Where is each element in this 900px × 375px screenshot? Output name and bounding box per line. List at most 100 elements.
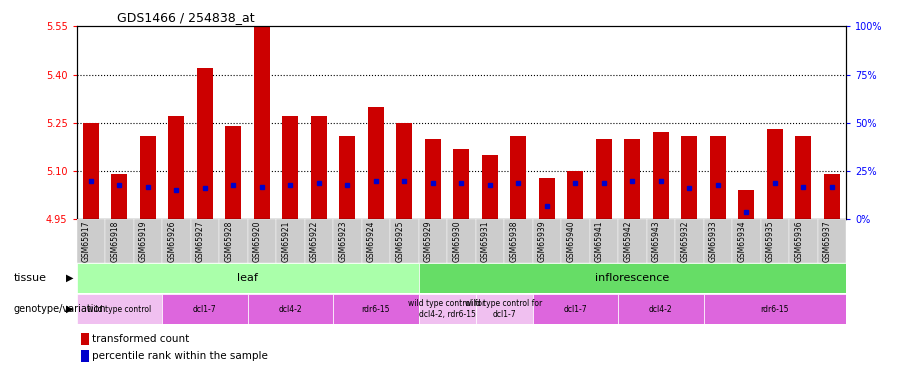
Bar (112, 174, 127, 219)
Bar (596, 139, 612, 219)
Bar (333, 219, 362, 262)
Bar (396, 123, 412, 219)
Bar (447, 219, 475, 262)
Bar (510, 136, 526, 219)
Text: transformed count: transformed count (92, 334, 190, 345)
Bar (76, 262, 418, 293)
Bar (248, 219, 276, 262)
Bar (567, 171, 583, 219)
Bar (333, 294, 418, 324)
Bar (681, 136, 698, 219)
Bar (533, 219, 561, 262)
Bar (504, 219, 533, 262)
Text: GSM65928: GSM65928 (224, 220, 233, 262)
Bar (162, 294, 248, 324)
Text: inflorescence: inflorescence (595, 273, 670, 283)
Bar (283, 116, 298, 219)
Text: GSM65924: GSM65924 (367, 220, 376, 262)
Bar (168, 116, 184, 219)
Bar (304, 219, 333, 262)
Text: GSM65937: GSM65937 (823, 220, 832, 262)
Bar (140, 136, 156, 219)
Bar (539, 177, 554, 219)
Text: dcl1-7: dcl1-7 (193, 304, 217, 313)
Text: GSM65920: GSM65920 (253, 220, 262, 262)
Bar (652, 132, 669, 219)
Text: GSM65941: GSM65941 (595, 220, 604, 262)
Text: rdr6-15: rdr6-15 (362, 304, 390, 313)
Bar (475, 219, 504, 262)
Bar (704, 294, 846, 324)
Text: leaf: leaf (237, 273, 258, 283)
Text: GSM65926: GSM65926 (167, 220, 176, 262)
Text: GSM65925: GSM65925 (395, 220, 404, 262)
Text: GSM65927: GSM65927 (196, 220, 205, 262)
Text: GSM65935: GSM65935 (766, 220, 775, 262)
Text: wild type control: wild type control (87, 304, 151, 313)
Bar (646, 219, 675, 262)
Bar (425, 139, 441, 219)
Bar (254, 26, 270, 219)
Bar (760, 219, 789, 262)
Bar (390, 219, 418, 262)
Bar (105, 219, 133, 262)
Text: GSM65921: GSM65921 (281, 220, 290, 262)
Text: GSM65919: GSM65919 (139, 220, 148, 262)
Bar (362, 219, 390, 262)
Bar (561, 219, 590, 262)
Bar (710, 136, 725, 219)
Text: dcl1-7: dcl1-7 (563, 304, 587, 313)
Text: GSM65934: GSM65934 (737, 220, 746, 262)
Text: GSM65929: GSM65929 (424, 220, 433, 262)
Bar (310, 116, 327, 219)
Bar (162, 219, 191, 262)
Bar (81, 350, 89, 362)
Bar (796, 136, 811, 219)
Bar (368, 107, 383, 219)
Bar (590, 219, 618, 262)
Bar (83, 123, 99, 219)
Text: GSM65936: GSM65936 (794, 220, 803, 262)
Text: tissue: tissue (14, 273, 47, 283)
Bar (817, 219, 846, 262)
Bar (789, 219, 817, 262)
Text: rdr6-15: rdr6-15 (760, 304, 789, 313)
Text: GSM65917: GSM65917 (82, 220, 91, 262)
Bar (618, 219, 646, 262)
Text: GSM65923: GSM65923 (338, 220, 347, 262)
Bar (219, 219, 248, 262)
Text: genotype/variation: genotype/variation (14, 304, 106, 314)
Text: GSM65938: GSM65938 (509, 220, 518, 262)
Text: GSM65940: GSM65940 (566, 220, 575, 262)
Text: ▶: ▶ (67, 273, 74, 283)
Bar (732, 219, 760, 262)
Text: wild type control for
dcl1-7: wild type control for dcl1-7 (465, 299, 543, 319)
Bar (675, 219, 704, 262)
Bar (418, 262, 846, 293)
Bar (248, 294, 333, 324)
Text: GSM65931: GSM65931 (481, 220, 490, 262)
Text: GSM65942: GSM65942 (623, 220, 632, 262)
Text: GSM65933: GSM65933 (709, 220, 718, 262)
Bar (824, 174, 840, 219)
Bar (738, 190, 754, 219)
Text: wild type control for
dcl4-2, rdr6-15: wild type control for dcl4-2, rdr6-15 (409, 299, 486, 319)
Bar (197, 68, 212, 219)
Bar (225, 126, 241, 219)
Bar (533, 294, 618, 324)
Bar (191, 219, 219, 262)
Bar (276, 219, 304, 262)
Bar (475, 294, 533, 324)
Text: ▶: ▶ (67, 304, 74, 314)
Text: GSM65918: GSM65918 (110, 220, 119, 262)
Bar (418, 219, 447, 262)
Bar (454, 148, 469, 219)
Bar (482, 155, 498, 219)
Text: percentile rank within the sample: percentile rank within the sample (92, 351, 268, 361)
Bar (76, 294, 162, 324)
Bar (704, 219, 732, 262)
Text: GSM65943: GSM65943 (652, 220, 661, 262)
Bar (339, 136, 356, 219)
Bar (618, 294, 704, 324)
Text: GSM65932: GSM65932 (680, 220, 689, 262)
